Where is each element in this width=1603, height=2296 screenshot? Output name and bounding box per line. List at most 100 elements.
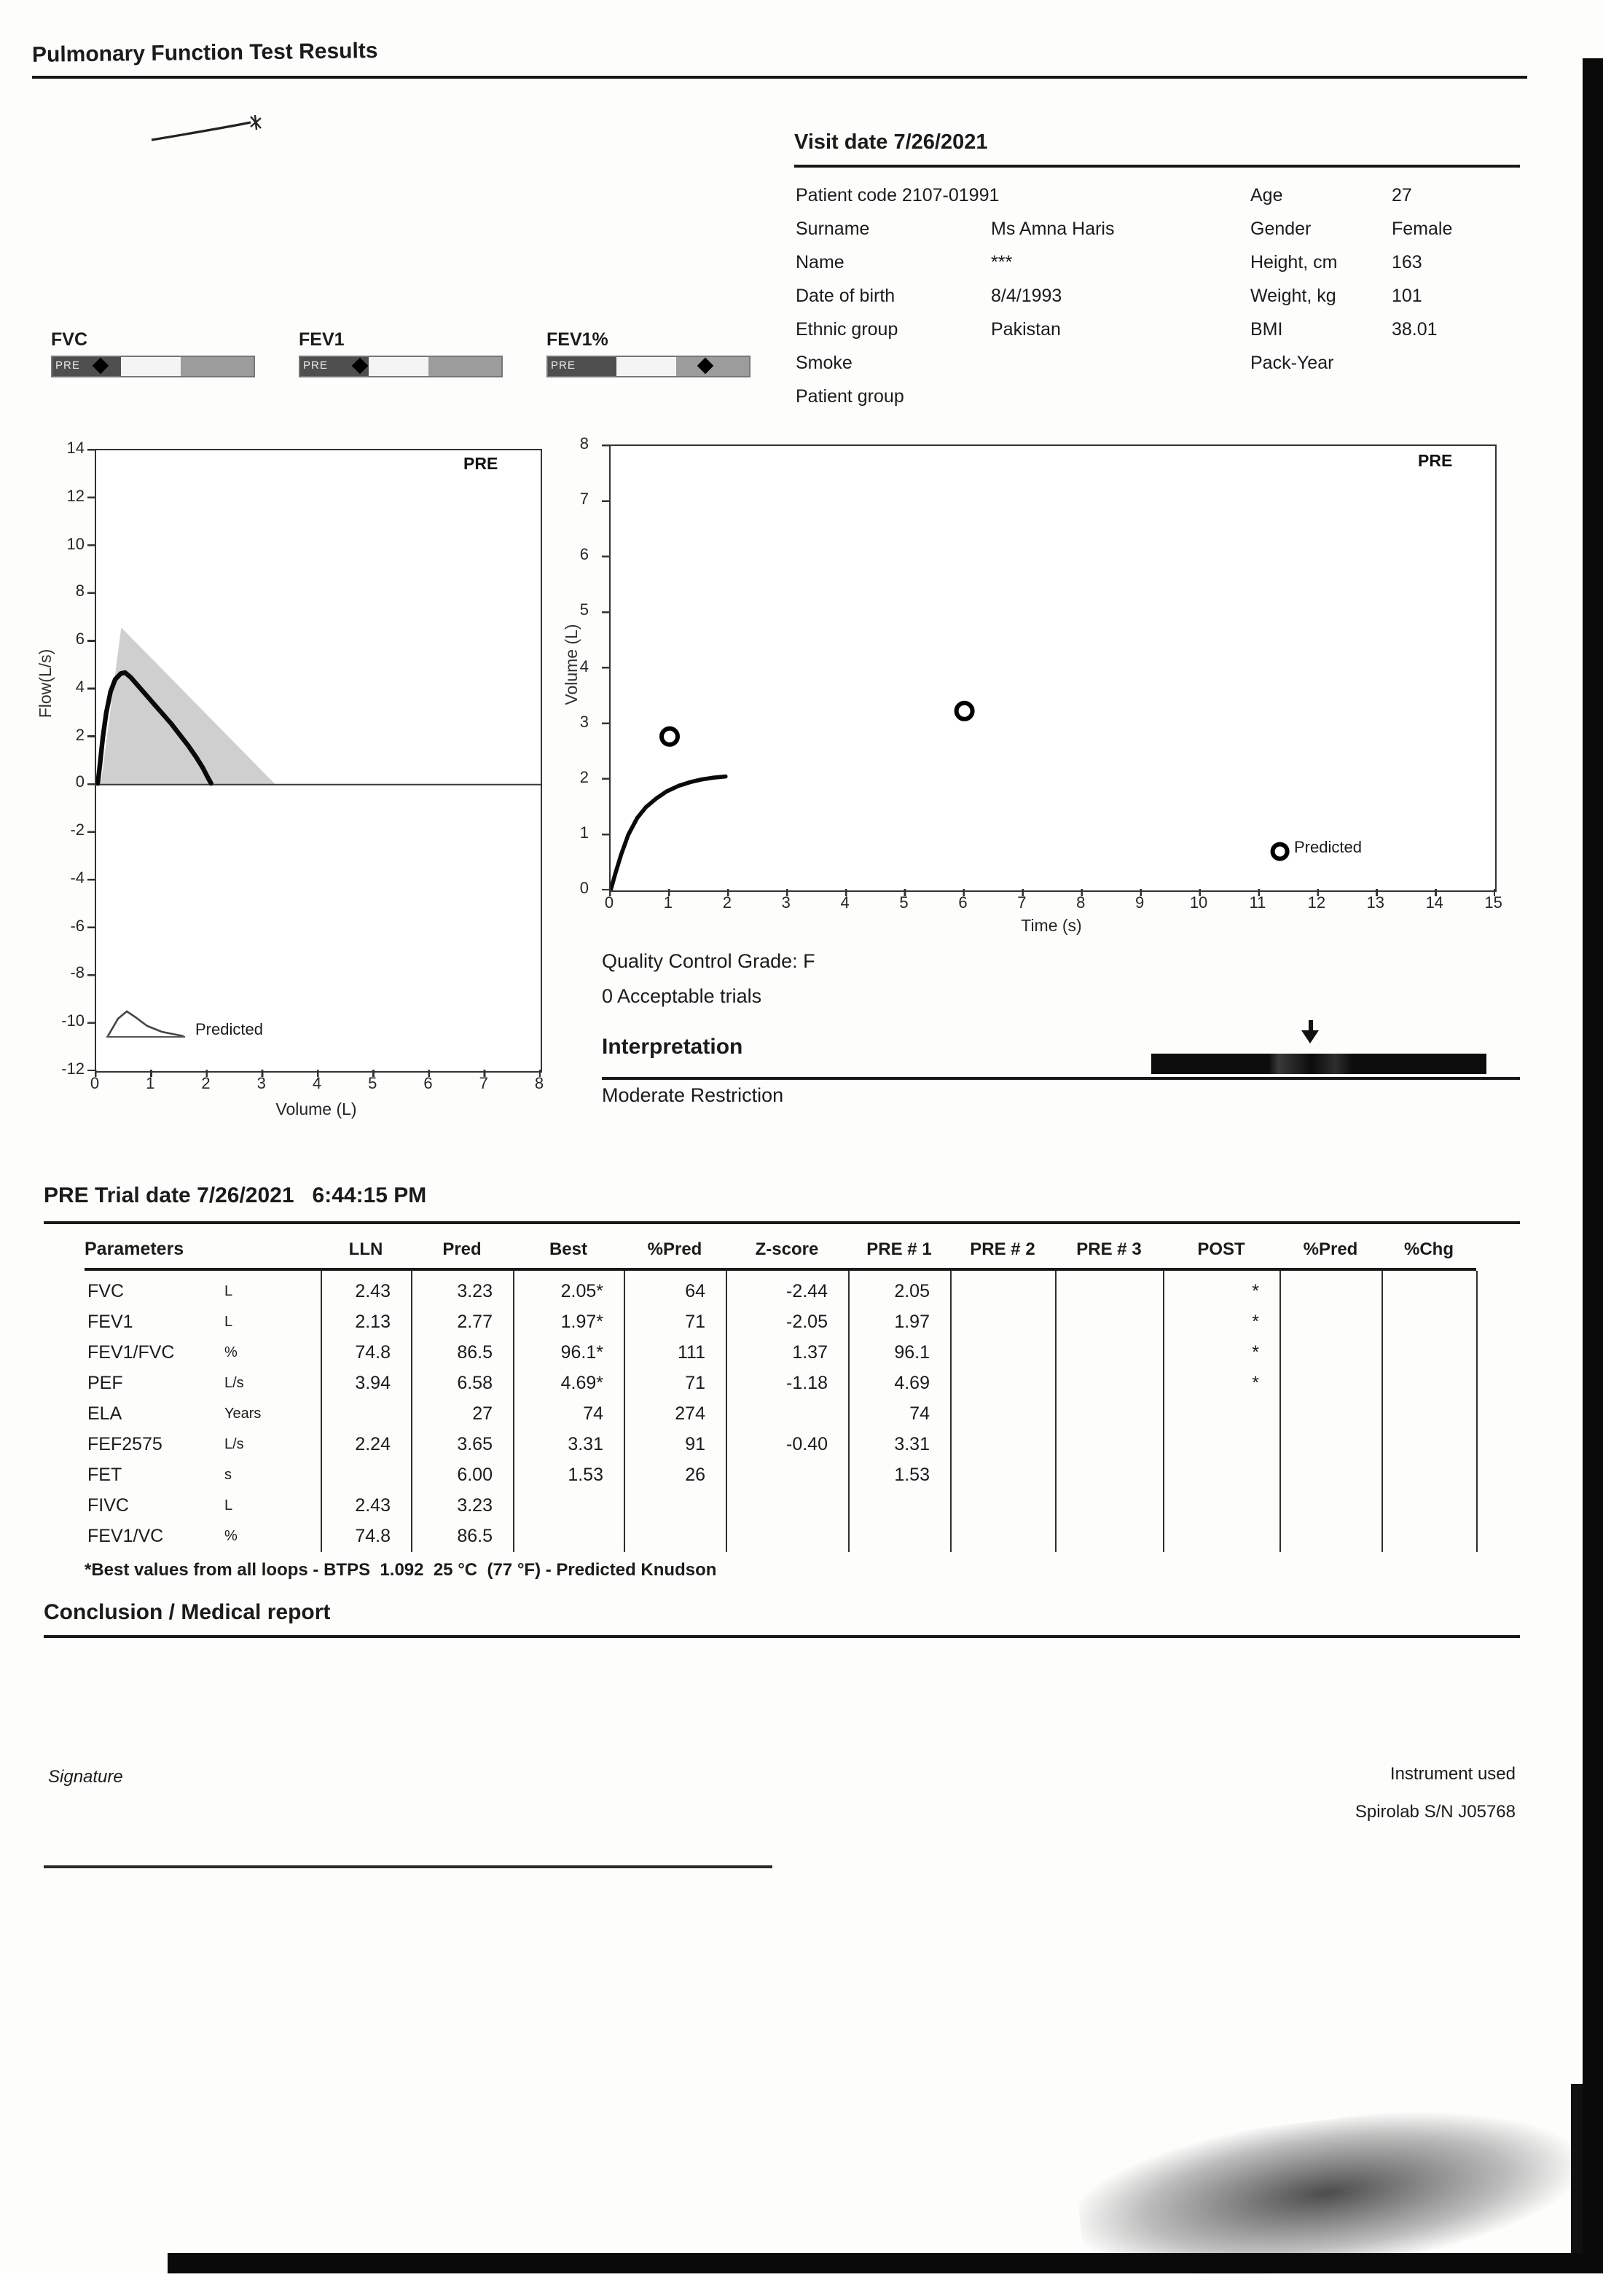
tick-label: 2 <box>579 769 589 787</box>
field-label: Gender <box>1250 219 1312 239</box>
interpretation-heading: Interpretation <box>602 1035 743 1059</box>
gauge-segment-high <box>428 357 501 376</box>
cell-pre2 <box>950 1277 1055 1309</box>
cell-pctchg <box>1381 1460 1476 1492</box>
cell-pctchg <box>1381 1368 1476 1400</box>
cell-pred: 3.65 <box>457 1434 493 1454</box>
cell-best <box>513 1491 624 1523</box>
interpretation-rule <box>602 1077 1520 1080</box>
col-header-pre1: PRE # 1 <box>866 1239 932 1259</box>
tick-label: 7 <box>1017 895 1027 912</box>
table-footnote: *Best values from all loops - BTPS 1.092… <box>85 1559 717 1580</box>
x-tickmarks <box>95 1070 541 1077</box>
gauge-pre-label: PRE <box>55 358 80 372</box>
field-value <box>991 380 1233 414</box>
tick-label: 6 <box>75 631 85 649</box>
table-row: FIVC L 2.43 3.23 <box>85 1491 1476 1521</box>
col-header-pctpred: %Pred <box>647 1239 702 1259</box>
tick-label: -12 <box>61 1060 85 1078</box>
tick-label: 2 <box>722 895 732 912</box>
cell-best: 3.31 <box>568 1434 603 1454</box>
volume-axis-ticks: 8 7 6 5 4 3 2 1 0 <box>551 433 589 901</box>
patient-field-row: Pack-Year <box>1250 347 1527 380</box>
cell-parameter: FEV1/VC <box>87 1526 164 1546</box>
cell-pre3 <box>1055 1368 1163 1400</box>
gauge-segment-mid <box>368 357 429 376</box>
field-value: 38.01 <box>1392 319 1438 340</box>
gauge-bar: PRE <box>546 356 750 377</box>
cell-parameter: ELA <box>87 1403 122 1424</box>
table-row: FEF2575 L/s 2.24 3.65 3.31 91 -0.40 3.31 <box>85 1430 1476 1460</box>
cell-pre3 <box>1055 1460 1163 1492</box>
cell-unit: L <box>224 1314 233 1331</box>
field-label: Surname <box>796 219 870 239</box>
legend-label: Predicted <box>1294 839 1362 857</box>
cell-unit: L/s <box>224 1376 244 1392</box>
cell-post <box>1163 1521 1279 1553</box>
patient-field-row: Smoke <box>796 347 1233 380</box>
cell-pred: 86.5 <box>457 1342 493 1363</box>
flow-axis-ticks: 14 12 10 8 6 4 2 0 -2 -4 -6 -8 -10 -12 <box>41 437 85 1081</box>
patient-field-row: Surname Ms Amna Haris <box>796 213 1233 246</box>
table-grid-line <box>1381 1271 1383 1552</box>
trial-rule <box>44 1221 1520 1224</box>
tick-label: 2 <box>75 726 85 745</box>
cell-zscore: -2.44 <box>786 1281 828 1301</box>
cell-zscore: -2.05 <box>786 1312 828 1332</box>
table-grid-line <box>848 1271 850 1552</box>
cell-best: 1.53 <box>568 1465 603 1485</box>
predicted-legend: Predicted <box>105 1003 263 1041</box>
tick-label: 10 <box>66 536 85 554</box>
cell-post-pctpred <box>1279 1460 1381 1492</box>
tick-label: 1 <box>663 895 673 912</box>
cell-pctpred: 26 <box>685 1465 705 1485</box>
time-axis-label: Time (s) <box>1021 918 1082 936</box>
gauge-segment-mid <box>120 357 181 376</box>
table-grid-line <box>950 1271 952 1552</box>
cell-pctpred: 64 <box>685 1281 705 1301</box>
tick-label: 3 <box>579 713 589 732</box>
cell-best: 4.69* <box>560 1373 603 1393</box>
predicted-fvc-marker <box>954 700 975 721</box>
cell-pred: 2.77 <box>457 1312 493 1332</box>
tick-label: 12 <box>66 487 85 506</box>
cell-post <box>1163 1491 1279 1523</box>
gauge-label: FEV1 <box>299 329 345 350</box>
cell-post: * <box>1252 1312 1259 1332</box>
flow-axis-label: Flow(L/s) <box>38 649 55 718</box>
predicted-curve-icon <box>106 1010 185 1038</box>
cell-lln: 2.43 <box>355 1495 391 1516</box>
legend-label: Predicted <box>195 1022 263 1039</box>
gauge: FEV1% PRE <box>546 329 750 377</box>
tick-label: -6 <box>70 917 85 936</box>
cell-post: * <box>1252 1373 1259 1393</box>
trial-date-heading: PRE Trial date 7/26/2021 6:44:15 PM <box>44 1183 427 1208</box>
gauge-segment-low <box>52 357 121 376</box>
field-value <box>991 347 1233 380</box>
tick-label: 8 <box>579 436 589 453</box>
table-grid-line <box>1163 1271 1164 1552</box>
tick-label: 14 <box>1425 895 1443 912</box>
field-label: Smoke <box>796 353 853 373</box>
field-label: Age <box>1250 185 1283 205</box>
time-axis-ticks: 0 1 2 3 4 5 6 7 8 9 10 11 12 13 14 15 <box>590 895 1513 912</box>
scan-edge-artifact <box>1583 58 1603 2273</box>
cell-pctchg <box>1381 1277 1476 1309</box>
tick-label: -8 <box>70 965 85 983</box>
col-header-post-pctpred: %Pred <box>1303 1239 1358 1259</box>
tick-label: 6 <box>423 1075 433 1093</box>
cell-pre2 <box>950 1460 1055 1492</box>
patient-field-row: Date of birth 8/4/1993 <box>796 280 1233 313</box>
predicted-area <box>101 627 276 785</box>
cell-lln: 74.8 <box>355 1526 391 1546</box>
cell-lln: 3.94 <box>355 1373 391 1393</box>
volume-axis-label: Volume (L) <box>564 624 581 705</box>
cell-unit: L <box>224 1284 233 1300</box>
tick-label: 10 <box>1189 895 1208 912</box>
cell-post-pctpred <box>1279 1521 1381 1553</box>
cell-pre3 <box>1055 1277 1163 1309</box>
gauge-segment-low <box>548 357 616 376</box>
cell-best <box>513 1521 624 1553</box>
field-label: Pack-Year <box>1250 353 1334 373</box>
